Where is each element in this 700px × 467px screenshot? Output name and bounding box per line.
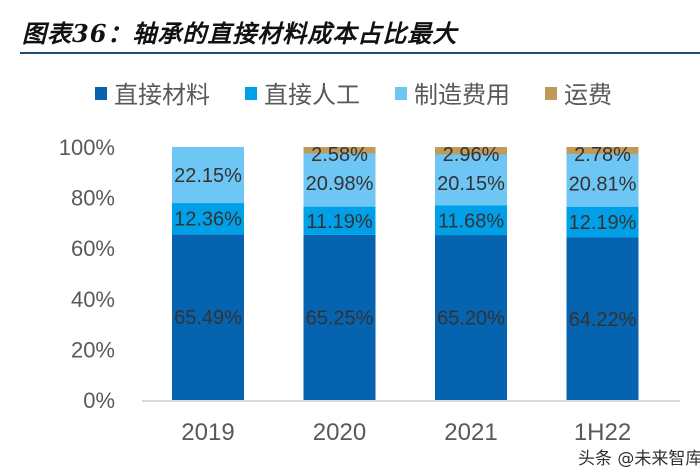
data-label: 64.22% — [569, 309, 637, 331]
chart-title: 图表36：轴承的直接材料成本占比最大 — [22, 19, 458, 48]
data-label: 2.78% — [574, 144, 631, 166]
y-tick-label: 100% — [59, 135, 115, 160]
legend-label: 制造费用 — [414, 81, 510, 109]
data-label: 11.68% — [438, 210, 505, 232]
data-label: 12.36% — [174, 209, 242, 231]
bar-segment — [172, 203, 244, 235]
bar-segment — [566, 237, 639, 400]
bar-segment — [303, 153, 376, 207]
legend-swatch — [245, 87, 257, 100]
bar-segment — [566, 147, 639, 155]
x-tick-label: 2020 — [313, 419, 366, 446]
x-tick-label: 1H22 — [574, 419, 631, 446]
bar-segment — [566, 154, 639, 207]
data-label: 11.19% — [306, 211, 373, 233]
title-divider — [20, 52, 700, 54]
y-tick-label: 0% — [83, 388, 115, 413]
bar-segment — [303, 147, 376, 154]
y-tick-label: 40% — [71, 287, 115, 312]
bar-segment — [435, 205, 507, 236]
data-label: 20.81% — [569, 173, 637, 195]
legend-swatch — [95, 87, 107, 100]
legend-swatch — [395, 87, 407, 100]
bar-segment — [303, 234, 376, 400]
y-tick-label: 80% — [71, 186, 115, 211]
data-label: 65.49% — [174, 307, 242, 329]
legend-swatch — [545, 87, 557, 100]
data-label: 22.15% — [174, 165, 242, 187]
data-label: 2.58% — [311, 144, 368, 166]
legend-label: 直接材料 — [114, 81, 210, 109]
legend-label: 直接人工 — [264, 81, 360, 109]
data-label: 2.96% — [443, 144, 500, 166]
bar-segment — [435, 147, 507, 155]
bar-segment — [435, 235, 507, 400]
data-label: 12.19% — [569, 212, 637, 234]
x-tick-label: 2019 — [181, 419, 234, 446]
bar-segment — [172, 147, 244, 204]
bar-segment — [566, 206, 639, 238]
data-label: 65.25% — [306, 307, 374, 329]
legend-label: 运费 — [564, 81, 612, 109]
bar-segment — [435, 154, 507, 206]
data-label: 20.15% — [437, 173, 505, 195]
bar-segment — [303, 206, 376, 235]
y-tick-label: 60% — [71, 236, 115, 261]
bar-segment — [172, 234, 244, 400]
y-tick-label: 20% — [71, 337, 115, 362]
data-label: 20.98% — [306, 173, 374, 195]
data-label: 65.20% — [437, 308, 505, 330]
watermark: 头条 @未来智库 — [578, 449, 700, 467]
x-tick-label: 2021 — [444, 419, 497, 446]
